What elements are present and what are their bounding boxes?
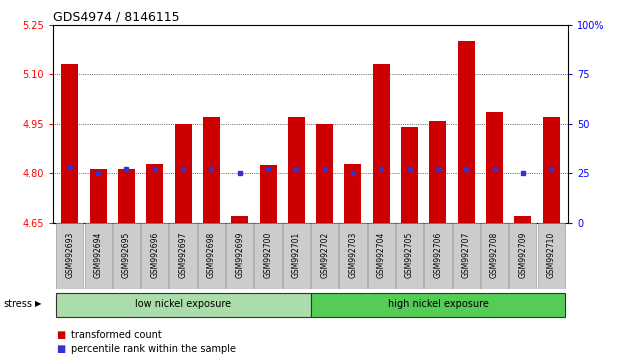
Text: transformed count: transformed count	[71, 330, 162, 339]
FancyBboxPatch shape	[226, 223, 253, 289]
Text: GSM992708: GSM992708	[490, 231, 499, 278]
Text: GSM992705: GSM992705	[405, 231, 414, 278]
Text: GSM992700: GSM992700	[263, 231, 273, 278]
Text: GSM992696: GSM992696	[150, 231, 159, 278]
FancyBboxPatch shape	[368, 223, 395, 289]
Bar	[203, 117, 220, 223]
Text: GSM992697: GSM992697	[179, 231, 188, 278]
Bar	[260, 165, 276, 223]
Bar	[61, 64, 78, 223]
Text: GSM992699: GSM992699	[235, 231, 244, 278]
Text: GSM992704: GSM992704	[377, 231, 386, 278]
Text: ▶: ▶	[35, 299, 42, 308]
Bar	[345, 164, 361, 223]
Text: GSM992701: GSM992701	[292, 231, 301, 278]
Text: GSM992706: GSM992706	[433, 231, 442, 278]
FancyBboxPatch shape	[340, 223, 366, 289]
FancyBboxPatch shape	[56, 223, 83, 289]
FancyBboxPatch shape	[84, 223, 112, 289]
Text: stress: stress	[3, 299, 32, 309]
Text: GSM992702: GSM992702	[320, 231, 329, 278]
Text: GSM992698: GSM992698	[207, 231, 216, 278]
Bar	[146, 164, 163, 223]
FancyBboxPatch shape	[283, 223, 310, 289]
Text: GSM992693: GSM992693	[65, 231, 75, 278]
FancyBboxPatch shape	[255, 223, 281, 289]
Text: GSM992703: GSM992703	[348, 231, 358, 278]
Text: GSM992694: GSM992694	[94, 231, 102, 278]
FancyBboxPatch shape	[509, 223, 537, 289]
FancyBboxPatch shape	[170, 223, 197, 289]
Text: GSM992709: GSM992709	[519, 231, 527, 278]
Bar	[514, 216, 532, 223]
Bar	[543, 117, 560, 223]
Text: GSM992707: GSM992707	[462, 231, 471, 278]
FancyBboxPatch shape	[424, 223, 451, 289]
FancyBboxPatch shape	[481, 223, 508, 289]
FancyBboxPatch shape	[141, 223, 168, 289]
Bar	[401, 127, 418, 223]
Bar	[430, 121, 446, 223]
Text: high nickel exposure: high nickel exposure	[388, 299, 488, 309]
FancyBboxPatch shape	[453, 223, 480, 289]
Text: ■: ■	[56, 344, 65, 354]
Text: low nickel exposure: low nickel exposure	[135, 299, 231, 309]
FancyBboxPatch shape	[197, 223, 225, 289]
Bar	[231, 216, 248, 223]
Bar	[118, 169, 135, 223]
Bar	[458, 41, 475, 223]
Bar	[316, 124, 333, 223]
FancyBboxPatch shape	[396, 223, 424, 289]
Bar	[89, 169, 107, 223]
Text: GDS4974 / 8146115: GDS4974 / 8146115	[53, 11, 179, 24]
Text: ■: ■	[56, 330, 65, 339]
FancyBboxPatch shape	[538, 223, 565, 289]
Text: percentile rank within the sample: percentile rank within the sample	[71, 344, 237, 354]
Bar	[486, 112, 503, 223]
FancyBboxPatch shape	[113, 223, 140, 289]
FancyBboxPatch shape	[311, 223, 338, 289]
FancyBboxPatch shape	[310, 293, 565, 317]
Text: GSM992695: GSM992695	[122, 231, 131, 278]
Bar	[288, 117, 305, 223]
Bar	[175, 124, 191, 223]
FancyBboxPatch shape	[56, 293, 310, 317]
Bar	[373, 64, 390, 223]
Text: GSM992710: GSM992710	[546, 231, 556, 278]
